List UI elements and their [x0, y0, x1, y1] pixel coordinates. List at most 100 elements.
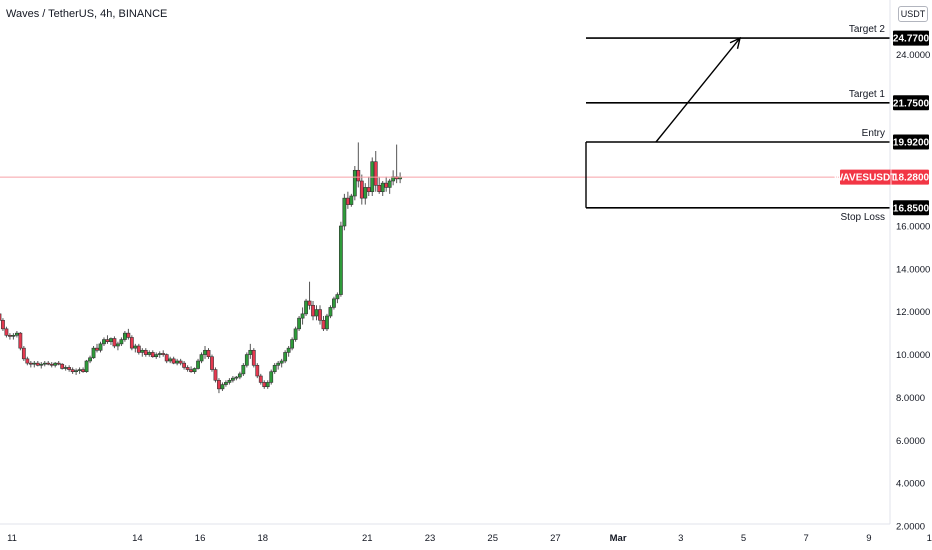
current-price-badge — [840, 169, 929, 185]
price-axis[interactable]: 2.0000 4.0000 6.0000 8.0000 10.0000 12.0000 14… — [896, 50, 930, 532]
candle-body-up — [328, 307, 333, 317]
candle — [199, 352, 204, 364]
candle — [164, 353, 169, 364]
candle-body-up — [349, 195, 354, 205]
time-tick-label: 16 — [195, 533, 206, 544]
candle-body-down — [251, 349, 256, 366]
projection-arrow[interactable] — [655, 36, 742, 143]
candle — [335, 292, 340, 304]
symbol-text: WAVESUSDT — [834, 173, 897, 184]
candle — [283, 350, 288, 364]
candle-body-down — [373, 161, 378, 186]
candle-body-up — [300, 313, 305, 319]
price-badges-layer: 24.7700 21.7500 19.9200 16.8500 WAVESUSDT18.… — [834, 30, 930, 216]
candle-body-down — [21, 347, 26, 360]
candle-body-up — [133, 345, 138, 349]
candle-body-up — [203, 349, 207, 355]
candle — [276, 361, 281, 370]
candle — [154, 352, 159, 359]
time-tick-label: 21 — [362, 533, 373, 544]
candle — [227, 378, 232, 385]
candle-body-up — [342, 197, 347, 227]
candle-body-up — [332, 298, 336, 308]
candle — [91, 346, 96, 359]
candle-body-down — [366, 187, 371, 193]
level-price-text: 21.7500 — [893, 98, 930, 109]
candle — [161, 350, 166, 357]
candle-body-down — [129, 337, 134, 349]
candle-body-down — [150, 352, 155, 358]
candle — [213, 367, 218, 383]
candle — [18, 332, 23, 351]
candle-body-down — [356, 169, 361, 182]
candle-body-down — [321, 319, 326, 330]
candle — [74, 368, 79, 375]
candle — [136, 343, 141, 355]
candle-body-down — [164, 354, 169, 362]
candle — [352, 166, 357, 201]
candle — [293, 326, 298, 342]
level-label: Target 1 — [849, 89, 886, 100]
candle-body-down — [161, 353, 166, 355]
price-tick-label: 10.0000 — [896, 350, 930, 361]
candle-body-down — [171, 358, 176, 364]
candle — [286, 346, 291, 357]
candle — [237, 371, 242, 380]
candle-body-down — [126, 332, 131, 338]
candle-body-up — [42, 362, 47, 365]
time-tick-label: 9 — [866, 533, 871, 544]
price-tick-label: 16.0000 — [896, 222, 930, 233]
candle-body-down — [384, 182, 389, 188]
price-tick-label: 4.0000 — [896, 479, 925, 490]
candle — [272, 363, 277, 374]
candle-body-up — [63, 367, 68, 369]
candle-body-up — [74, 370, 79, 373]
candle — [182, 361, 187, 370]
candle — [112, 336, 117, 349]
candle-body-up — [279, 360, 284, 364]
candle — [11, 333, 16, 340]
candle — [67, 365, 72, 372]
candle-body-down — [1, 319, 5, 330]
candle — [297, 316, 301, 331]
level-price-text: 24.7700 — [893, 34, 930, 45]
candle — [119, 337, 124, 346]
candle-body-up — [335, 294, 340, 300]
trade-levels-layer[interactable]: Target 2 Target 1 Entry Stop Loss — [0, 24, 890, 223]
time-tick-label: 5 — [741, 533, 746, 544]
candle — [279, 358, 284, 368]
candle — [206, 348, 211, 359]
candle-body-down — [46, 362, 51, 365]
candle — [269, 369, 274, 385]
candle — [210, 354, 214, 372]
level-label: Stop Loss — [841, 212, 885, 223]
candle-body-up — [290, 339, 295, 349]
candle-body-up — [53, 362, 58, 366]
level-price-badge — [893, 134, 929, 150]
candle-body-up — [244, 354, 249, 366]
candle-body-up — [91, 347, 96, 359]
time-tick-label: 25 — [487, 533, 498, 544]
candle-body-up — [39, 363, 44, 366]
candle-body-down — [210, 356, 214, 370]
candle-body-down — [182, 362, 187, 368]
candle-body-up — [154, 354, 159, 358]
candle — [0, 313, 2, 321]
candle-body-up — [122, 332, 127, 340]
candle — [21, 346, 26, 361]
candle-body-down — [178, 360, 183, 364]
candle-body-up — [293, 328, 298, 340]
time-tick-label: 11 — [927, 533, 932, 544]
time-tick-label: 11 — [7, 533, 17, 544]
candle-body-up — [119, 339, 124, 345]
candle — [196, 358, 200, 370]
candle-body-up — [227, 379, 232, 383]
candle-body-up — [84, 360, 89, 373]
currency-unit-badge[interactable]: USDT — [898, 6, 928, 22]
candle-body-up — [387, 180, 392, 188]
candle-body-down — [255, 364, 260, 377]
candle-body-up — [230, 377, 235, 381]
candle — [300, 307, 305, 325]
time-axis[interactable]: 11 14 16 18 21 23 25 27 Mar 3 5 7 9 11 — [7, 533, 932, 544]
